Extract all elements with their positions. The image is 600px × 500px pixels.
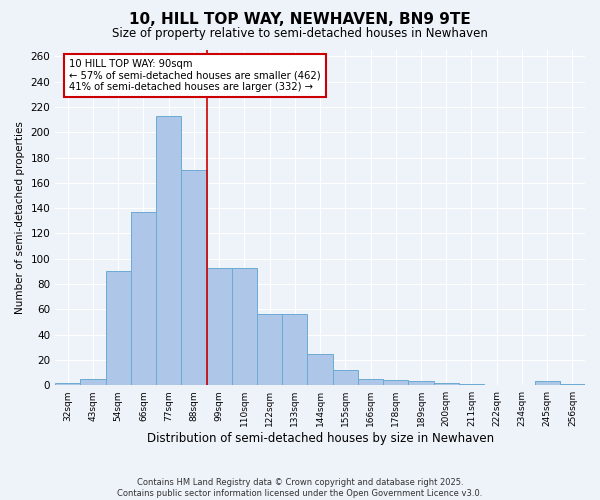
Text: Size of property relative to semi-detached houses in Newhaven: Size of property relative to semi-detach… bbox=[112, 28, 488, 40]
Bar bbox=[181, 170, 206, 385]
Bar bbox=[55, 382, 80, 385]
Bar bbox=[434, 382, 459, 385]
Bar bbox=[383, 380, 409, 385]
Bar bbox=[282, 314, 307, 385]
Bar bbox=[206, 268, 232, 385]
Y-axis label: Number of semi-detached properties: Number of semi-detached properties bbox=[15, 121, 25, 314]
Text: Contains HM Land Registry data © Crown copyright and database right 2025.
Contai: Contains HM Land Registry data © Crown c… bbox=[118, 478, 482, 498]
Text: 10 HILL TOP WAY: 90sqm
← 57% of semi-detached houses are smaller (462)
41% of se: 10 HILL TOP WAY: 90sqm ← 57% of semi-det… bbox=[69, 59, 320, 92]
Bar bbox=[459, 384, 484, 385]
Bar bbox=[307, 354, 332, 385]
Bar bbox=[535, 382, 560, 385]
Bar bbox=[131, 212, 156, 385]
Bar bbox=[560, 384, 585, 385]
Bar bbox=[409, 382, 434, 385]
Bar bbox=[358, 379, 383, 385]
Bar bbox=[332, 370, 358, 385]
Bar bbox=[232, 268, 257, 385]
Bar bbox=[106, 272, 131, 385]
Bar bbox=[156, 116, 181, 385]
X-axis label: Distribution of semi-detached houses by size in Newhaven: Distribution of semi-detached houses by … bbox=[146, 432, 494, 445]
Bar bbox=[257, 314, 282, 385]
Bar bbox=[80, 379, 106, 385]
Text: 10, HILL TOP WAY, NEWHAVEN, BN9 9TE: 10, HILL TOP WAY, NEWHAVEN, BN9 9TE bbox=[129, 12, 471, 28]
